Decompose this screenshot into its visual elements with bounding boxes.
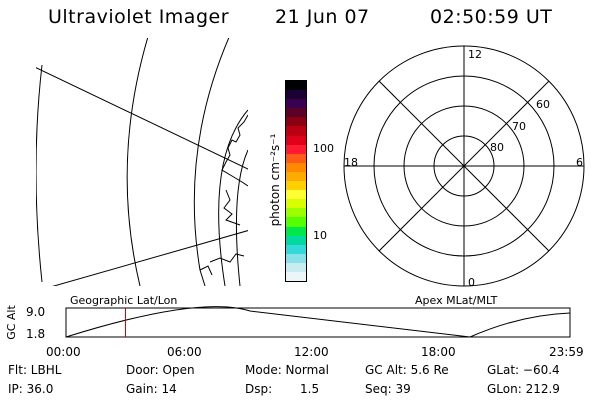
status-flt: Flt: LBHL [8,363,62,377]
status-glon: GLon: 212.9 [487,382,560,396]
alt-xtick-18: 18:00 [421,345,456,359]
colorbar-segment [286,144,306,154]
colorbar-segment [286,262,306,272]
colorbar-segment [286,81,306,91]
colorbar-segment [286,253,306,263]
status-ip: IP: 36.0 [8,382,54,396]
polar-label-0: 0 [468,276,475,289]
polar-lat-70: 70 [512,120,526,133]
polar-label-6: 6 [576,156,583,169]
colorbar-segment [286,99,306,109]
colorbar-segment [286,208,306,218]
colorbar-segment [286,271,306,282]
colorbar-segment [286,235,306,245]
colorbar-segment [286,181,306,191]
instrument-title: Ultraviolet Imager [48,6,230,28]
colorbar-segment [286,171,306,182]
status-dsp-label: Dsp: [245,382,273,396]
polar-caption: Apex MLat/MLT [415,294,498,307]
colorbar-segment [286,153,306,163]
colorbar-segment [286,244,306,254]
alt-xtick-6: 06:00 [167,345,202,359]
colorbar-segment [286,126,306,136]
status-door: Door: Open [126,363,195,377]
colorbar-segment [286,199,306,209]
alt-ytick-1-8: 1.8 [26,327,46,341]
status-gain: Gain: 14 [126,382,177,396]
status-dsp-value: 1.5 [300,382,320,396]
alt-ytick-9: 9.0 [26,305,46,319]
colorbar-segment [286,217,306,227]
status-mode: Mode: Normal [245,363,329,377]
colorbar-segment [286,90,306,100]
polar-label-12: 12 [468,48,482,61]
colorbar-segment [286,190,306,200]
colorbar-tick-100: 100 [313,142,334,155]
map-caption: Geographic Lat/Lon [70,294,178,307]
polar-label-18: 18 [344,156,358,169]
alt-xtick-0: 00:00 [46,345,81,359]
alt-xtick-2359: 23:59 [549,345,584,359]
colorbar-segment [286,117,306,127]
colorbar-segment [286,135,306,145]
status-glat: GLat: −60.4 [487,363,560,377]
colorbar [285,80,307,282]
polar-lat-60: 60 [536,98,550,111]
date-label: 21 Jun 07 [275,6,370,28]
colorbar-segment [286,162,306,172]
colorbar-tick-10: 10 [313,229,327,242]
polar-lat-80: 80 [490,141,504,154]
status-gc-alt: GC Alt: 5.6 Re [365,363,449,377]
alt-ylabel: GC Alt [4,305,18,340]
colorbar-segment [286,108,306,118]
time-label: 02:50:59 UT [430,6,553,28]
colorbar-segment [286,226,306,236]
status-seq: Seq: 39 [365,382,411,396]
alt-xtick-12: 12:00 [294,345,329,359]
